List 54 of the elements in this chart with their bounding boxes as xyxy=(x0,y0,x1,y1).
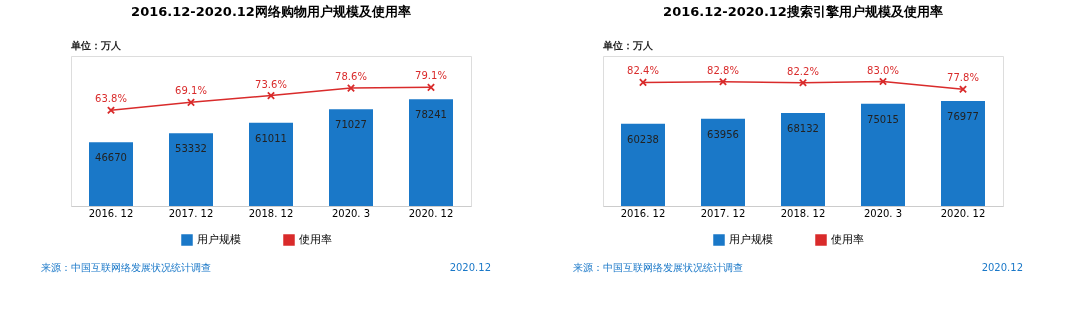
x-tick-label: 2016. 12 xyxy=(620,207,666,219)
chart-title: 2016.12-2020.12搜索引擎用户规模及使用率 xyxy=(663,4,943,19)
data-label: 60238 xyxy=(627,133,659,145)
bar xyxy=(409,99,453,206)
source-note: 来源：中国互联网络发展状况统计调查 xyxy=(41,262,211,273)
bar xyxy=(701,118,745,206)
text: 2020.12 xyxy=(449,262,491,273)
legend-label: 使用率 xyxy=(299,233,332,246)
data-label: 83.0% xyxy=(867,64,899,76)
chart-title: 2016.12-2020.12网络购物用户规模及使用率 xyxy=(131,4,411,19)
text: 2020.12 xyxy=(981,262,1023,273)
data-label: 69.1% xyxy=(175,85,207,97)
bar xyxy=(861,103,905,206)
source-note: 来源：中国互联网络发展状况统计调查 xyxy=(573,262,743,273)
point xyxy=(718,77,728,86)
x-tick-label: 2018. 12 xyxy=(248,207,294,219)
data-label: 82.2% xyxy=(787,65,819,77)
x-tick-label: 2016. 12 xyxy=(88,207,134,219)
legend-label: 用户规模 xyxy=(197,233,241,246)
x-tick-label: 2020. 3 xyxy=(863,207,903,219)
data-label: 63956 xyxy=(707,128,739,140)
x-tick-label: 2020. 12 xyxy=(408,207,454,219)
data-label: 78.6% xyxy=(335,71,367,83)
data-label: 68132 xyxy=(787,123,819,135)
data-label: 53332 xyxy=(175,143,207,155)
bar xyxy=(781,113,825,206)
data-label: 79.1% xyxy=(415,70,447,82)
x-tick-label: 2017. 12 xyxy=(700,207,746,219)
data-label: 76977 xyxy=(947,111,979,123)
data-label: 77.8% xyxy=(947,72,979,84)
legend-label: 用户规模 xyxy=(729,233,773,246)
data-label: 63.8% xyxy=(95,93,127,105)
data-label: 61011 xyxy=(255,132,287,144)
bar xyxy=(249,122,293,206)
data-label: 82.8% xyxy=(707,64,739,76)
point xyxy=(346,84,356,93)
data-label: 46670 xyxy=(95,152,127,164)
x-tick-label: 2018. 12 xyxy=(780,207,826,219)
x-tick-label: 2017. 12 xyxy=(168,207,214,219)
bar xyxy=(89,142,133,206)
data-label: 75015 xyxy=(867,113,899,125)
text: 单位：万人 xyxy=(70,40,122,51)
data-label: 78241 xyxy=(415,109,447,121)
text: 单位：万人 xyxy=(602,40,654,51)
bar xyxy=(329,109,373,206)
bar xyxy=(941,101,985,206)
bar xyxy=(621,123,665,206)
legend-label: 使用率 xyxy=(831,233,864,246)
x-tick-label: 2020. 3 xyxy=(331,207,371,219)
data-label: 82.4% xyxy=(627,65,659,77)
data-label: 71027 xyxy=(335,119,367,131)
x-tick-label: 2020. 12 xyxy=(940,207,986,219)
bar xyxy=(169,133,213,206)
data-label: 73.6% xyxy=(255,78,287,90)
